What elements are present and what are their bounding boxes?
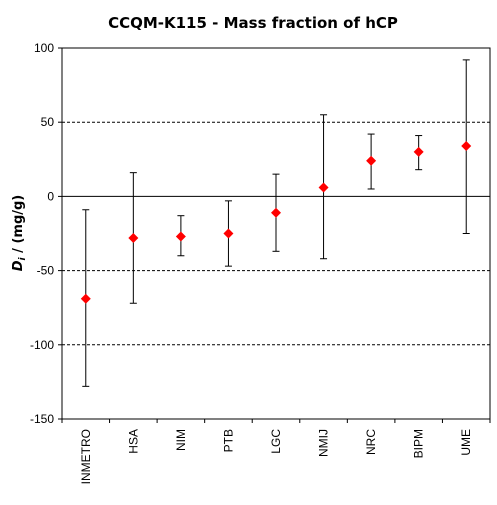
y-tick-label: -150 bbox=[30, 412, 54, 426]
y-tick-label: 0 bbox=[47, 189, 54, 203]
x-tick-label: UME bbox=[459, 429, 473, 456]
y-axis-ticks: 100 50 0 -50 -100 -150 bbox=[30, 41, 62, 426]
x-tick-label: PTB bbox=[221, 429, 235, 452]
data-point bbox=[271, 207, 281, 218]
plot-area: 100 50 0 -50 -100 -150 INMETRO HSA NIM PTB LGC NMI… bbox=[30, 41, 491, 484]
y-tick-label: -50 bbox=[37, 264, 55, 278]
x-axis-ticks: INMETRO HSA NIM PTB LGC NMIJ NRC BIPM UME bbox=[61, 419, 491, 484]
x-tick-label: INMETRO bbox=[79, 429, 93, 484]
data-point bbox=[413, 146, 424, 157]
x-tick-label: NRC bbox=[364, 429, 378, 455]
x-tick-label: LGC bbox=[269, 429, 283, 454]
y-tick-label: 50 bbox=[41, 115, 55, 129]
data-point bbox=[366, 155, 377, 166]
y-tick-label: 100 bbox=[34, 41, 54, 55]
data-point bbox=[128, 232, 139, 243]
y-axis-label: Di / (mg/g) bbox=[11, 195, 28, 271]
chart-title: CCQM-K115 - Mass fraction of hCP bbox=[108, 14, 398, 32]
data-point bbox=[175, 231, 186, 242]
x-tick-label: NMIJ bbox=[317, 429, 331, 457]
data-point bbox=[80, 293, 91, 304]
data-point bbox=[461, 140, 472, 151]
x-tick-label: NIM bbox=[174, 429, 188, 451]
data-point bbox=[223, 228, 234, 239]
x-tick-label: HSA bbox=[126, 429, 140, 454]
data-point bbox=[318, 182, 329, 193]
x-tick-label: BIPM bbox=[412, 429, 426, 458]
y-tick-label: -100 bbox=[30, 338, 54, 352]
data-series bbox=[80, 59, 472, 387]
